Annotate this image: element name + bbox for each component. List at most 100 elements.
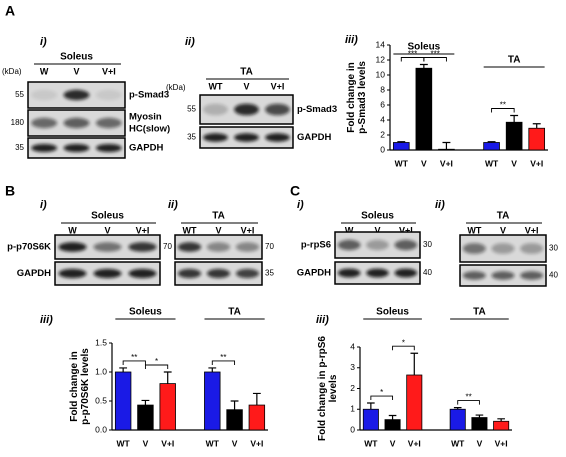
protein-label: GAPDH <box>297 268 331 279</box>
bar <box>137 404 154 431</box>
blot-band <box>206 242 231 252</box>
significance-bracket <box>370 395 394 401</box>
x-tick-label: WT <box>206 438 220 448</box>
y-tick-label: 10 <box>376 69 386 79</box>
protein-label: GAPDH <box>297 132 331 143</box>
x-tick-label: V+I <box>440 158 453 168</box>
x-tick-label: V <box>232 438 238 448</box>
significance-bracket <box>144 364 169 369</box>
y-axis-label: Fold change in <box>346 62 357 133</box>
blot-band <box>93 242 122 252</box>
blot-label: i) <box>40 199 47 211</box>
blot-band <box>337 239 361 251</box>
protein-label: p-rpS6 <box>301 240 331 251</box>
blot-band <box>366 268 389 278</box>
significance-bracket <box>211 360 236 365</box>
lane-label: V+I <box>525 225 539 235</box>
group-label: TA <box>228 307 241 318</box>
error-bar <box>442 141 451 150</box>
blot-band <box>235 242 260 252</box>
chart-label: iii) <box>40 314 53 326</box>
y-axis-label: Fold change in <box>69 351 80 422</box>
y-axis-label: Fold change in p-rpS6 <box>317 336 328 441</box>
error-bar <box>497 418 505 422</box>
x-tick-label: V+I <box>250 438 263 448</box>
blot-band <box>95 89 122 101</box>
lane-label: W <box>40 66 49 76</box>
blot-band <box>128 268 157 279</box>
blot-band <box>394 239 418 251</box>
significance-label: ** <box>500 101 506 110</box>
bar <box>384 419 401 431</box>
group-label: Soleus <box>407 42 440 53</box>
y-tick-label: 2 <box>380 129 385 139</box>
lane-label: V <box>215 225 221 235</box>
bar <box>362 408 379 431</box>
lane-label: W <box>345 225 354 235</box>
error-bar <box>367 402 375 410</box>
bar <box>114 371 132 431</box>
error-bar <box>388 414 397 420</box>
x-tick-label: V <box>421 158 427 168</box>
bar <box>204 371 221 431</box>
group-label: TA <box>473 307 486 318</box>
protein-label: Myosin <box>129 112 162 123</box>
blot-band <box>462 243 486 254</box>
y-axis-label: levels <box>328 374 339 402</box>
bar <box>493 420 510 431</box>
blot-band <box>265 103 290 116</box>
blot-band <box>462 271 486 280</box>
kda-unit: (kDa) <box>2 67 22 76</box>
x-tick-label: WT <box>451 438 465 448</box>
mw-label: 55 <box>187 105 196 114</box>
y-tick-label: 2 <box>350 383 355 393</box>
x-tick-label: V+I <box>408 438 421 448</box>
lane-label: V+I <box>102 66 116 76</box>
bar <box>159 383 176 431</box>
x-tick-label: WT <box>395 158 409 168</box>
significance-bracket <box>491 108 515 113</box>
blot-band <box>206 268 231 279</box>
error-bar <box>532 123 541 129</box>
error-bar <box>141 399 150 406</box>
bar <box>471 417 488 431</box>
mw-label: 35 <box>187 133 196 142</box>
tissue-label: Soleus <box>361 211 394 222</box>
x-tick-label: WT <box>364 438 378 448</box>
mw-label: 180 <box>11 118 25 127</box>
tissue-label: Soleus <box>91 211 124 222</box>
blot-band <box>265 133 290 142</box>
y-tick-label: 14 <box>376 39 386 49</box>
significance-label: * <box>380 388 383 397</box>
mw-label: 30 <box>549 244 558 253</box>
error-bar <box>252 392 261 406</box>
protein-label: p-Smad3 <box>297 104 337 115</box>
mw-label: 30 <box>423 240 432 249</box>
protein-label: HC(slow) <box>129 124 170 135</box>
protein-label: GAPDH <box>17 268 51 279</box>
x-tick-label: V <box>143 438 149 448</box>
y-axis-label: p-Smad3 levels <box>357 61 368 134</box>
y-tick-label: 4 <box>350 341 355 351</box>
error-bar <box>230 400 239 410</box>
blot-label: ii) <box>185 36 195 48</box>
bar <box>528 127 546 151</box>
blot-band <box>235 268 260 279</box>
error-bar <box>510 114 519 123</box>
blot-band <box>63 117 90 129</box>
bar <box>415 67 433 151</box>
lane-label: V <box>73 66 79 76</box>
bar <box>406 374 423 431</box>
blot-band <box>491 243 515 254</box>
y-axis-label: p-p70S6K levels <box>80 348 91 425</box>
blot-band <box>203 103 228 116</box>
blot-band <box>58 242 87 252</box>
tissue-label: TA <box>212 211 225 222</box>
tissue-label: TA <box>497 211 510 222</box>
panel-letter: B <box>5 183 15 199</box>
y-tick-label: 0 <box>350 424 355 434</box>
blot-band <box>95 117 122 129</box>
significance-label: *** <box>430 50 439 59</box>
group-label: Soleus <box>129 307 162 318</box>
